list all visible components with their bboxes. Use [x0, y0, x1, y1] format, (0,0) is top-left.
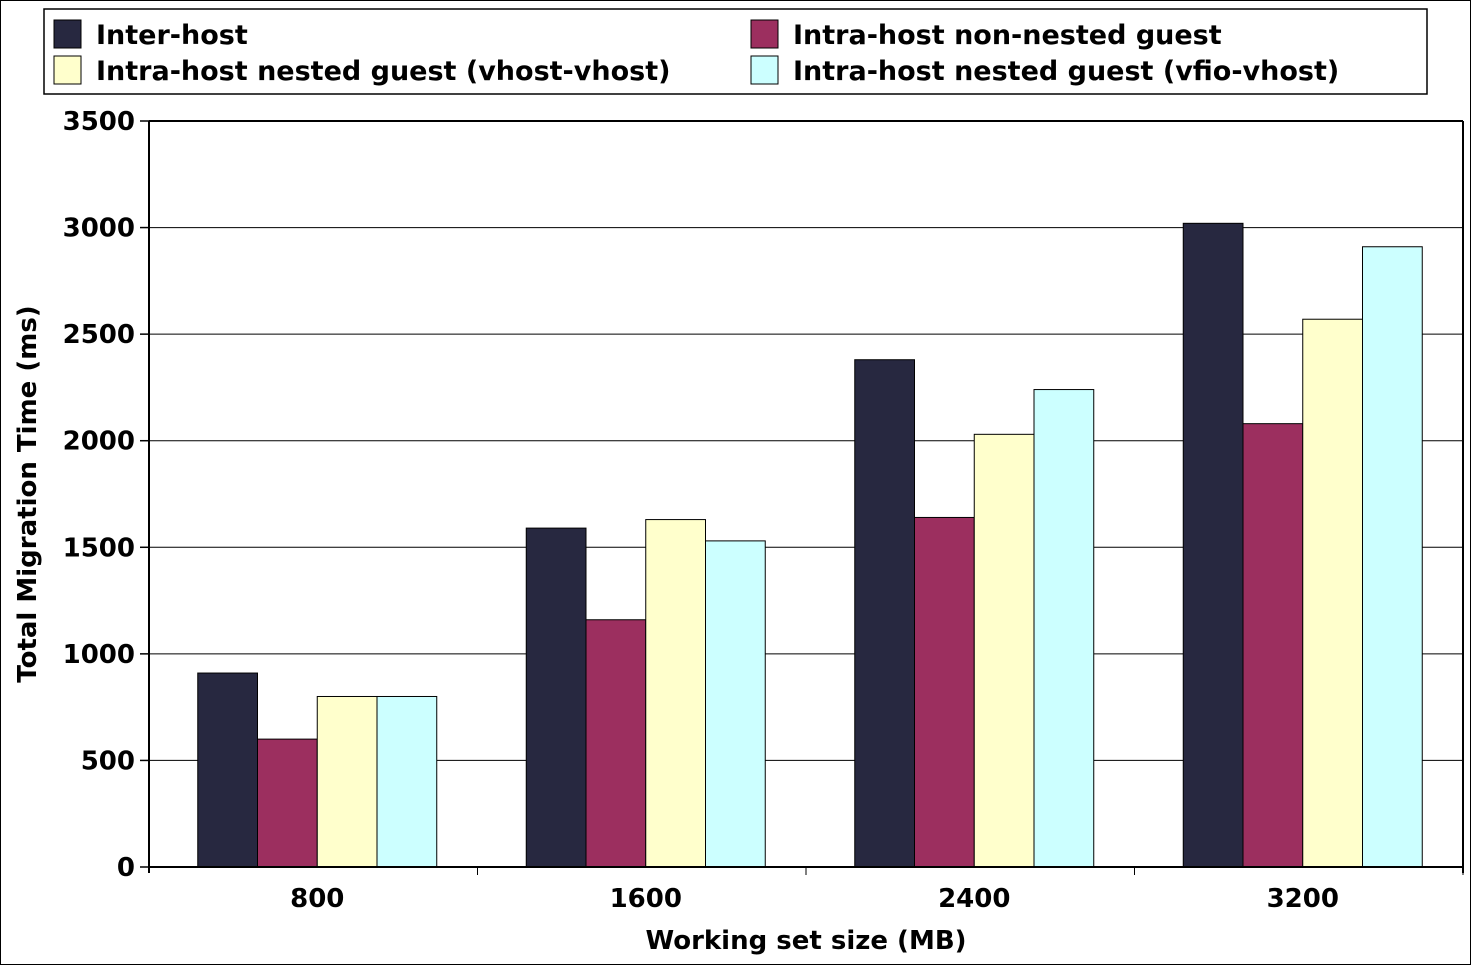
legend-box [43, 8, 1428, 95]
bar-intra-host-nested-guest-vhost-vhost-3200 [1302, 318, 1363, 868]
bar-intra-host-nested-guest-vhost-vhost-1600 [645, 519, 706, 868]
legend-label-intra-host-nested-guest-vhost-vhost: Intra-host nested guest (vhost-vhost) [96, 56, 670, 87]
bar-inter-host-2400 [854, 359, 915, 868]
y-axis-title: Total Migration Time (ms) [13, 305, 43, 682]
legend: Inter-host Intra-host non-nested guest Int… [43, 8, 1428, 95]
legend-swatch-intra-host-nested-guest-vhost-vhost [53, 55, 82, 85]
axes [140, 120, 1464, 875]
y-tick-label-3500: 3500 [63, 107, 135, 137]
bar-intra-host-nested-guest-vfio-vhost-1600 [705, 540, 766, 868]
x-tick-labels: 800 1600 2400 3200 [290, 884, 1339, 914]
bar-intra-host-nested-guest-vfio-vhost-2400 [1033, 389, 1095, 868]
bar-intra-host-non-nested-guest-800 [257, 738, 318, 868]
x-tick-label-1600: 1600 [610, 884, 682, 914]
y-tick-label-2000: 2000 [63, 427, 135, 457]
bars [197, 222, 1423, 868]
y-tick-labels: 0 500 1000 1500 2000 2500 3000 3500 [63, 107, 135, 883]
legend-label-intra-host-nested-guest-vfio-vhost: Intra-host nested guest (vfio-vhost) [793, 56, 1339, 87]
y-tick-label-1000: 1000 [63, 640, 135, 670]
legend-swatch-inter-host [53, 19, 82, 49]
bar-inter-host-3200 [1182, 222, 1244, 868]
bar-intra-host-nested-guest-vfio-vhost-3200 [1362, 246, 1423, 868]
x-tick-label-3200: 3200 [1267, 884, 1339, 914]
legend-swatch-intra-host-nested-guest-vfio-vhost [750, 55, 779, 85]
bar-intra-host-non-nested-guest-3200 [1242, 423, 1304, 868]
bar-inter-host-800 [197, 672, 258, 868]
x-axis-title: Working set size (MB) [645, 926, 966, 956]
x-tick-label-2400: 2400 [938, 884, 1010, 914]
bar-intra-host-nested-guest-vfio-vhost-800 [376, 695, 438, 868]
bar-intra-host-nested-guest-vhost-vhost-2400 [973, 433, 1035, 868]
bar-intra-host-non-nested-guest-1600 [585, 619, 647, 868]
y-tick-label-3000: 3000 [63, 214, 135, 244]
x-tick-label-800: 800 [290, 884, 344, 914]
legend-label-inter-host: Inter-host [96, 20, 248, 51]
legend-label-intra-host-non-nested-guest: Intra-host non-nested guest [793, 20, 1222, 51]
bar-inter-host-1600 [525, 527, 587, 868]
bar-intra-host-nested-guest-vhost-vhost-800 [316, 695, 378, 868]
y-tick-label-0: 0 [117, 853, 135, 883]
legend-swatch-intra-host-non-nested-guest [750, 19, 779, 49]
y-tick-label-2500: 2500 [63, 320, 135, 350]
y-tick-label-1500: 1500 [63, 533, 135, 563]
bar-intra-host-non-nested-guest-2400 [914, 516, 975, 868]
y-tick-label-500: 500 [81, 746, 135, 776]
